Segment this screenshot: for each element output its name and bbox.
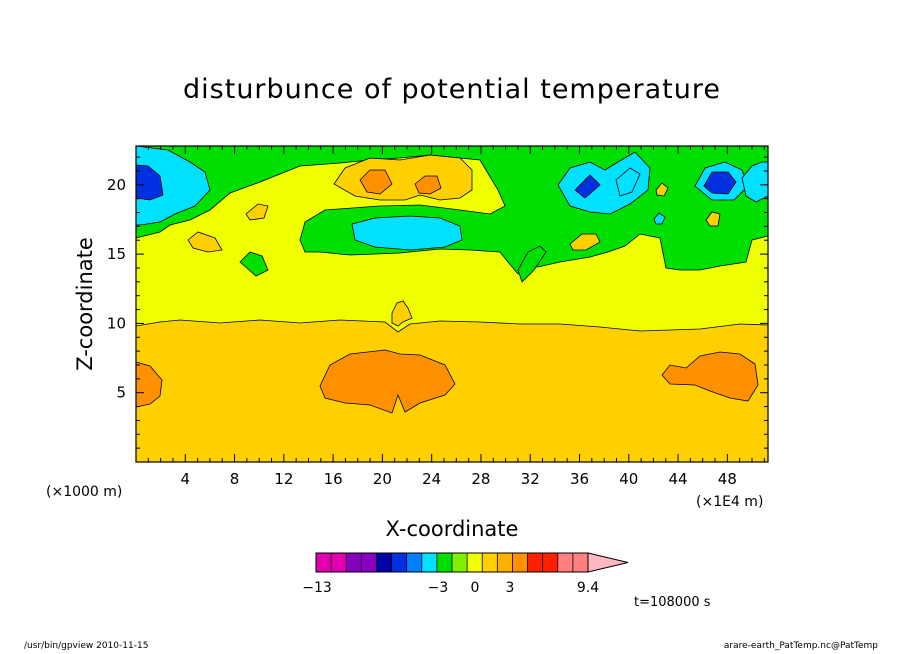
region-upper-cold-right-core <box>574 174 601 199</box>
colorbar-labels: −13 −3 0 3 9.4 <box>302 580 599 596</box>
region-upper-green-small-a <box>239 251 269 277</box>
y-tick-label: 5 <box>116 384 126 402</box>
colorbar-swatch <box>452 553 468 572</box>
x-tick-label: 44 <box>669 470 688 488</box>
x-tick-label: 40 <box>619 470 638 488</box>
time-label: t=108000 s <box>634 595 711 610</box>
colorbar-swatch <box>376 553 392 572</box>
region-upper-cold-left-core <box>136 164 164 201</box>
colorbar-swatch <box>482 553 498 572</box>
y-tick-label: 10 <box>107 314 126 332</box>
region-upper-cold-right-b-core <box>703 171 737 195</box>
colorbar-swatch <box>316 553 332 572</box>
colorbar-tick-label: 9.4 <box>577 580 599 596</box>
x-tick-label: 32 <box>521 470 540 488</box>
footer-right: arare-earth_PatTemp.nc@PatTemp <box>723 641 878 651</box>
x-unit-right: (×1E4 m) <box>696 494 763 510</box>
colorbar-swatch <box>421 553 438 572</box>
region-upper-warm-small-b <box>569 233 601 251</box>
colorbar-tick-label: −13 <box>302 580 332 596</box>
colorbar-swatch <box>436 553 453 572</box>
region-upper-cold-right-d <box>615 167 641 197</box>
colorbar-swatch <box>497 553 513 572</box>
x-tick-label: 16 <box>324 470 343 488</box>
colorbar-tick-label: 0 <box>471 580 480 596</box>
colorbar-swatch <box>346 553 362 572</box>
colorbar <box>315 552 629 573</box>
colorbar-swatch <box>331 553 347 572</box>
region-lower-warm-center <box>319 349 456 414</box>
colorbar-swatch <box>572 553 589 572</box>
region-lower-warm-left <box>136 361 163 408</box>
y-tick-label: 15 <box>107 245 126 263</box>
colorbar-swatch <box>512 553 528 572</box>
x-tick-label: 8 <box>230 470 240 488</box>
region-upper-warm-small-e <box>245 203 269 221</box>
x-axis-label: X-coordinate <box>386 517 519 541</box>
y-tick-label: 20 <box>107 176 126 194</box>
colorbar-swatch <box>542 553 559 572</box>
region-upper-cold-center <box>351 215 463 251</box>
heatmap-field <box>136 146 768 462</box>
region-upper-warm-center-core-a <box>359 169 393 195</box>
plot-frame <box>135 145 769 463</box>
region-lower-warm-right <box>661 351 759 402</box>
region-upper-cold-right-c <box>741 161 768 203</box>
region-upper-warm-small-d <box>655 182 669 197</box>
chart-title: disturbunce of potential temperature <box>183 74 721 105</box>
region-upper-warm-small-c <box>705 211 721 227</box>
colorbar-swatch <box>467 553 483 572</box>
colorbar-swatch <box>557 553 574 572</box>
x-tick-label: 28 <box>471 470 490 488</box>
x-tick-label: 12 <box>274 470 293 488</box>
colorbar-tick-label: 3 <box>506 580 515 596</box>
colorbar-tick-label: −3 <box>428 580 449 596</box>
x-tick-label: 4 <box>181 470 191 488</box>
colorbar-swatch <box>361 553 377 572</box>
region-upper-warm-center-core-b <box>414 175 442 195</box>
colorbar-extend-arrow <box>587 552 629 573</box>
colorbar-swatch <box>527 553 543 572</box>
x-tick-label: 20 <box>373 470 392 488</box>
x-tick-label: 48 <box>718 470 737 488</box>
colorbar-swatch <box>406 553 423 572</box>
x-tick-label: 24 <box>422 470 441 488</box>
footer-left: /usr/bin/gpview 2010-11-15 <box>24 641 149 651</box>
x-unit-left: (×1000 m) <box>46 484 122 500</box>
region-upper-green-small-b <box>517 245 547 283</box>
tick-marks <box>136 146 768 462</box>
region-upper-cold-left <box>136 146 211 226</box>
region-upper-warm-small-a <box>187 231 223 253</box>
region-upper-cold-dot <box>653 212 666 225</box>
colorbar-swatch <box>391 553 407 572</box>
region-upper-cold-right <box>557 151 651 215</box>
region-warm-blob-a <box>391 300 413 327</box>
y-axis-label: Z-coordinate <box>73 237 97 371</box>
x-tick-label: 36 <box>570 470 589 488</box>
